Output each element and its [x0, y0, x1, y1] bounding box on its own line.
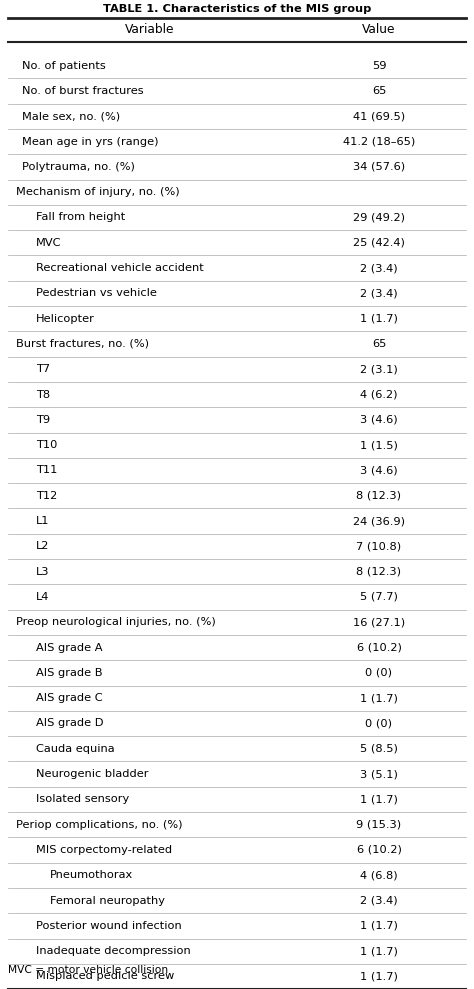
Text: 3 (5.1): 3 (5.1)	[360, 769, 398, 779]
Text: T9: T9	[36, 414, 50, 425]
Text: 1 (1.7): 1 (1.7)	[360, 693, 398, 703]
Text: AIS grade D: AIS grade D	[36, 718, 103, 729]
Text: Pneumothorax: Pneumothorax	[50, 870, 133, 880]
Text: 59: 59	[372, 60, 386, 70]
Text: 65: 65	[372, 86, 386, 96]
Text: L2: L2	[36, 541, 49, 551]
Text: MVC = motor vehicle collision: MVC = motor vehicle collision	[8, 965, 168, 975]
Text: 0 (0): 0 (0)	[365, 718, 392, 729]
Text: Male sex, no. (%): Male sex, no. (%)	[22, 111, 120, 122]
Text: 2 (3.4): 2 (3.4)	[360, 289, 398, 299]
Text: Mechanism of injury, no. (%): Mechanism of injury, no. (%)	[16, 187, 180, 197]
Text: 41 (69.5): 41 (69.5)	[353, 111, 405, 122]
Text: 1 (1.5): 1 (1.5)	[360, 440, 398, 450]
Text: L4: L4	[36, 592, 49, 602]
Text: No. of patients: No. of patients	[22, 60, 106, 70]
Text: 9 (15.3): 9 (15.3)	[356, 820, 401, 830]
Text: 41.2 (18–65): 41.2 (18–65)	[343, 136, 415, 146]
Text: 0 (0): 0 (0)	[365, 668, 392, 677]
Text: 5 (7.7): 5 (7.7)	[360, 592, 398, 602]
Text: 4 (6.8): 4 (6.8)	[360, 870, 398, 880]
Text: 1 (1.7): 1 (1.7)	[360, 921, 398, 931]
Text: 29 (49.2): 29 (49.2)	[353, 213, 405, 223]
Text: Pedestrian vs vehicle: Pedestrian vs vehicle	[36, 289, 157, 299]
Text: 2 (3.4): 2 (3.4)	[360, 263, 398, 273]
Text: T10: T10	[36, 440, 57, 450]
Text: 25 (42.4): 25 (42.4)	[353, 237, 405, 248]
Text: Recreational vehicle accident: Recreational vehicle accident	[36, 263, 204, 273]
Text: Polytrauma, no. (%): Polytrauma, no. (%)	[22, 162, 135, 172]
Text: Variable: Variable	[125, 23, 175, 36]
Text: 4 (6.2): 4 (6.2)	[360, 390, 398, 400]
Text: 3 (4.6): 3 (4.6)	[360, 414, 398, 425]
Text: T11: T11	[36, 466, 57, 476]
Text: 16 (27.1): 16 (27.1)	[353, 617, 405, 627]
Text: MIS corpectomy-related: MIS corpectomy-related	[36, 845, 172, 854]
Text: Femoral neuropathy: Femoral neuropathy	[50, 896, 165, 906]
Text: Misplaced pedicle screw: Misplaced pedicle screw	[36, 971, 174, 981]
Text: 6 (10.2): 6 (10.2)	[356, 845, 401, 854]
Text: 2 (3.1): 2 (3.1)	[360, 364, 398, 374]
Text: Fall from height: Fall from height	[36, 213, 125, 223]
Text: 1 (1.7): 1 (1.7)	[360, 794, 398, 804]
Text: MVC: MVC	[36, 237, 62, 248]
Text: AIS grade A: AIS grade A	[36, 643, 102, 653]
Text: L1: L1	[36, 516, 49, 526]
Text: 2 (3.4): 2 (3.4)	[360, 896, 398, 906]
Text: 1 (1.7): 1 (1.7)	[360, 946, 398, 956]
Text: 34 (57.6): 34 (57.6)	[353, 162, 405, 172]
Text: L3: L3	[36, 567, 49, 577]
Text: Mean age in yrs (range): Mean age in yrs (range)	[22, 136, 158, 146]
Text: 7 (10.8): 7 (10.8)	[356, 541, 401, 551]
Text: 5 (8.5): 5 (8.5)	[360, 744, 398, 754]
Text: Posterior wound infection: Posterior wound infection	[36, 921, 182, 931]
Text: Neurogenic bladder: Neurogenic bladder	[36, 769, 148, 779]
Text: Inadequate decompression: Inadequate decompression	[36, 946, 191, 956]
Text: AIS grade C: AIS grade C	[36, 693, 103, 703]
Text: 8 (12.3): 8 (12.3)	[356, 567, 401, 577]
Text: 65: 65	[372, 339, 386, 349]
Text: 6 (10.2): 6 (10.2)	[356, 643, 401, 653]
Text: AIS grade B: AIS grade B	[36, 668, 102, 677]
Text: 1 (1.7): 1 (1.7)	[360, 971, 398, 981]
Text: TABLE 1. Characteristics of the MIS group: TABLE 1. Characteristics of the MIS grou…	[103, 4, 371, 14]
Text: Cauda equina: Cauda equina	[36, 744, 115, 754]
Text: 1 (1.7): 1 (1.7)	[360, 314, 398, 323]
Text: Periop complications, no. (%): Periop complications, no. (%)	[16, 820, 182, 830]
Text: 8 (12.3): 8 (12.3)	[356, 491, 401, 500]
Text: 24 (36.9): 24 (36.9)	[353, 516, 405, 526]
Text: Preop neurological injuries, no. (%): Preop neurological injuries, no. (%)	[16, 617, 216, 627]
Text: T8: T8	[36, 390, 50, 400]
Text: Burst fractures, no. (%): Burst fractures, no. (%)	[16, 339, 149, 349]
Text: T7: T7	[36, 364, 50, 374]
Text: Helicopter: Helicopter	[36, 314, 95, 323]
Text: Isolated sensory: Isolated sensory	[36, 794, 129, 804]
Text: No. of burst fractures: No. of burst fractures	[22, 86, 144, 96]
Text: 3 (4.6): 3 (4.6)	[360, 466, 398, 476]
Text: T12: T12	[36, 491, 57, 500]
Text: Value: Value	[362, 23, 396, 36]
